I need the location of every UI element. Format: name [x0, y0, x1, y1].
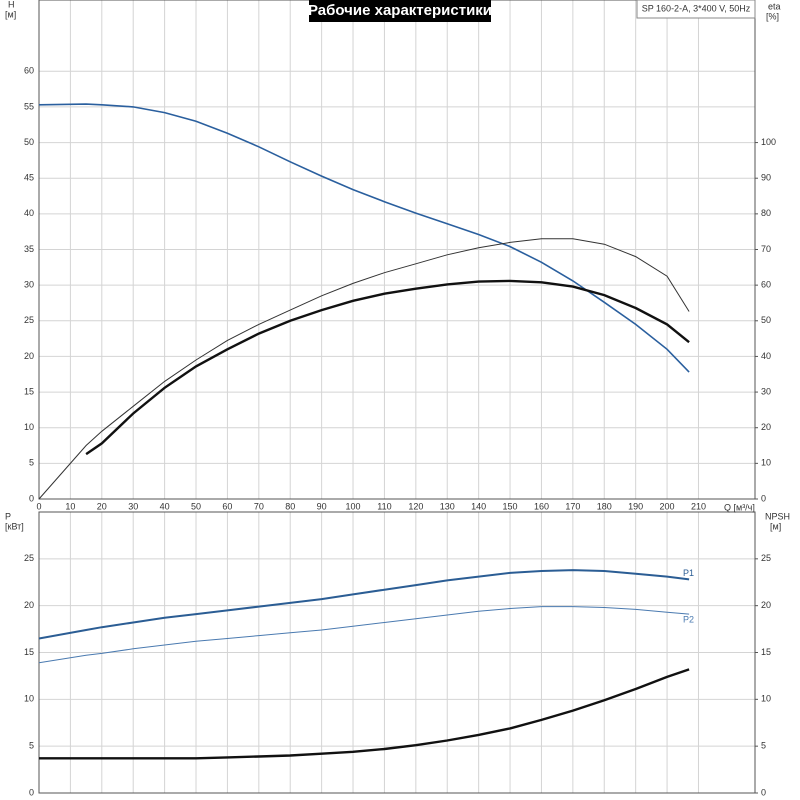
x-tick-label: 210	[691, 501, 706, 511]
y2-tick-label: 30	[761, 386, 771, 396]
y-label: P	[5, 511, 11, 521]
y2-tick-label: 70	[761, 244, 771, 254]
x-tick-label: 50	[191, 501, 201, 511]
y-tick-label: 60	[24, 66, 34, 76]
y-tick-label: 20	[24, 600, 34, 610]
x-tick-label: 160	[534, 501, 549, 511]
y-tick-label: 25	[24, 315, 34, 325]
x-tick-label: 170	[565, 501, 580, 511]
y-tick-label: 10	[24, 694, 34, 704]
x-tick-label: 190	[628, 501, 643, 511]
x-tick-label: 40	[160, 501, 170, 511]
y2-tick-label: 20	[761, 600, 771, 610]
y2-label: NPSH	[765, 511, 790, 521]
series-label: P2	[683, 614, 694, 624]
y2-tick-label: 10	[761, 458, 771, 468]
x-tick-label: 150	[503, 501, 518, 511]
x-tick-label: 10	[65, 501, 75, 511]
y-tick-label: 40	[24, 208, 34, 218]
x-tick-label: 110	[377, 501, 391, 511]
y-unit: [м]	[5, 9, 16, 19]
title-box	[309, 0, 491, 22]
y2-tick-label: 50	[761, 315, 771, 325]
y2-tick-label: 60	[761, 280, 771, 290]
y-tick-label: 15	[24, 647, 34, 657]
y2-tick-label: 20	[761, 422, 771, 432]
y2-tick-label: 5	[761, 741, 766, 751]
y-tick-label: 45	[24, 173, 34, 183]
x-tick-label: 20	[97, 501, 107, 511]
y-tick-label: 0	[29, 787, 34, 797]
y-tick-label: 25	[24, 553, 34, 563]
y2-tick-label: 80	[761, 208, 771, 218]
x-label: Q [м³/ч]	[724, 502, 755, 512]
y-tick-label: 15	[24, 386, 34, 396]
y2-tick-label: 10	[761, 694, 771, 704]
y-tick-label: 5	[29, 741, 34, 751]
x-tick-label: 140	[471, 501, 486, 511]
line	[38, 103, 690, 373]
y2-tick-label: 90	[761, 173, 771, 183]
y-tick-label: 50	[24, 137, 34, 147]
x-tick-label: 120	[408, 501, 423, 511]
y-tick-label: 5	[29, 458, 34, 468]
y2-tick-label: 0	[761, 787, 766, 797]
x-tick-label: 100	[346, 501, 361, 511]
y-unit: [кВт]	[5, 521, 24, 531]
y-tick-label: 55	[24, 101, 34, 111]
x-tick-label: 80	[285, 501, 295, 511]
y-tick-label: 10	[24, 422, 34, 432]
x-tick-label: 90	[317, 501, 327, 511]
y2-tick-label: 25	[761, 553, 771, 563]
x-tick-label: 30	[128, 501, 138, 511]
y-label: H	[8, 0, 15, 9]
x-tick-label: 200	[660, 501, 675, 511]
y2-unit: [%]	[766, 11, 779, 21]
x-tick-label: 180	[597, 501, 612, 511]
line	[85, 279, 690, 456]
x-tick-label: 130	[440, 501, 455, 511]
chart-title: Рабочие характеристики	[308, 2, 492, 19]
series-label: P1	[683, 568, 694, 578]
y2-tick-label: 0	[761, 493, 766, 503]
annotation: SP 160-2-A, 3*400 V, 50Hz	[642, 3, 751, 13]
y2-label: eta	[768, 1, 781, 11]
y-tick-label: 30	[24, 280, 34, 290]
x-tick-label: 70	[254, 501, 264, 511]
x-tick-label: 60	[222, 501, 232, 511]
y2-tick-label: 15	[761, 647, 771, 657]
y2-tick-label: 40	[761, 351, 771, 361]
y2-tick-label: 100	[761, 137, 776, 147]
y-tick-label: 35	[24, 244, 34, 254]
line	[38, 569, 690, 640]
line	[38, 238, 690, 500]
line	[38, 606, 690, 664]
x-tick-label: 0	[36, 501, 41, 511]
annotation-box	[636, 0, 756, 19]
y2-unit: [м]	[770, 521, 781, 531]
y-tick-label: 0	[29, 493, 34, 503]
y-tick-label: 20	[24, 351, 34, 361]
line	[39, 668, 690, 760]
